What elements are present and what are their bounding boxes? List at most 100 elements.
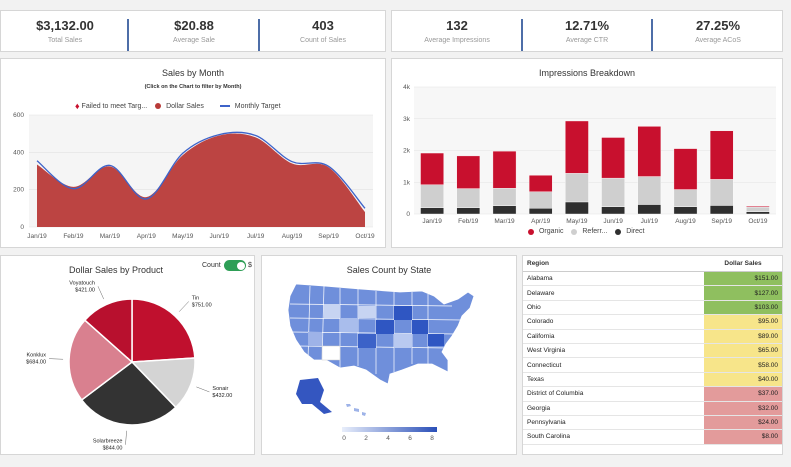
product-pie-chart[interactable]: Tin$751.00 Sonair$432.00 Solarbreeze$844.0… [1, 256, 256, 456]
pie-slice[interactable] [130, 357, 196, 409]
state-light[interactable] [324, 304, 340, 318]
x-tick-label: Jun/19 [603, 218, 623, 225]
bar-segment[interactable] [709, 179, 734, 206]
bar-segment[interactable] [420, 152, 444, 185]
pie-leader-line [196, 386, 210, 393]
table-row[interactable]: District of Columbia $37.00 [523, 386, 782, 402]
impressions-chart[interactable]: 0 1k 2k 3k 4k Jan/19 Feb/19 Mar/19 Apr/19 May/19 J… [392, 59, 784, 249]
bar-segment[interactable] [492, 150, 517, 189]
bar-segment[interactable] [601, 206, 625, 215]
state-light[interactable] [358, 306, 376, 318]
map-alaska[interactable] [296, 378, 332, 414]
region-header[interactable]: Region [523, 256, 704, 272]
table-row[interactable]: South Carolina $8.00 [523, 429, 782, 445]
bar-segment[interactable] [601, 137, 625, 179]
sales-by-month-panel[interactable]: Sales by Month (Click on the Chart to fi… [0, 58, 386, 248]
x-tick-label: Apr/19 [531, 218, 551, 225]
bar-segment[interactable] [528, 208, 553, 215]
bar-segment[interactable] [709, 205, 734, 215]
y-tick-label: 1k [403, 179, 411, 186]
state-dark[interactable] [412, 320, 428, 334]
sales-by-month-chart[interactable]: 0 200 400 600 Jan/19 Feb/19 Mar/19 Apr/19 May/19… [1, 59, 387, 249]
bar-segment[interactable] [637, 176, 662, 205]
pie-slice[interactable] [68, 319, 134, 401]
table-row[interactable]: West Virginia $65.00 [523, 343, 782, 359]
bar-segment[interactable] [673, 189, 698, 207]
chart-legend: Organic Referr... Direct [522, 228, 644, 235]
table-row[interactable]: Georgia $32.00 [523, 401, 782, 416]
state-dark[interactable] [428, 334, 444, 346]
dollar-sales-area[interactable] [37, 133, 365, 227]
table-row[interactable]: Pennsylvania $24.00 [523, 415, 782, 431]
map-hawaii[interactable] [346, 404, 366, 416]
bar-segment[interactable] [565, 201, 589, 215]
bar-segment[interactable] [746, 205, 770, 208]
legend-dollar-label[interactable]: Dollar Sales [166, 102, 204, 110]
region-cell: California [523, 329, 704, 344]
bar-segment[interactable] [492, 188, 517, 206]
state-dark[interactable] [358, 334, 376, 348]
legend-referral-label[interactable]: Referr... [582, 228, 608, 235]
pie-label-value: $751.00 [192, 302, 212, 308]
bar-segment[interactable] [746, 211, 770, 215]
bar-segment[interactable] [492, 205, 517, 215]
table-row[interactable]: Texas $40.00 [523, 372, 782, 388]
legend-target-label[interactable]: Monthly Target [234, 102, 281, 110]
kpi-divider [521, 19, 523, 51]
bar-segment[interactable] [637, 204, 662, 215]
count-dollar-toggle[interactable] [224, 260, 246, 271]
bar-segment[interactable] [565, 120, 589, 174]
legend-organic-label[interactable]: Organic [538, 228, 564, 235]
pie-slice[interactable] [80, 361, 177, 426]
x-tick-label: Feb/19 [458, 218, 479, 225]
bar-segment[interactable] [456, 207, 481, 215]
region-cell: West Virginia [523, 343, 704, 359]
bar-segment[interactable] [565, 173, 589, 203]
bar-segment[interactable] [601, 177, 625, 207]
x-tick-label: Aug/19 [282, 233, 303, 240]
bar-segment[interactable] [420, 184, 444, 208]
state-dark[interactable] [376, 320, 394, 334]
monthly-target-line[interactable] [36, 131, 366, 209]
bar-segment[interactable] [528, 191, 553, 209]
x-tick-label: Jan/19 [422, 218, 442, 225]
bar-segment[interactable] [673, 148, 698, 190]
bar-segment[interactable] [420, 207, 444, 215]
table-row[interactable]: Ohio $103.00 [523, 300, 782, 316]
bar-segment[interactable] [456, 155, 481, 189]
y-tick-label: 600 [13, 112, 24, 119]
table-header-row: Region Dollar Sales [523, 256, 782, 272]
state-no-data[interactable] [321, 345, 341, 361]
bar-segment[interactable] [746, 206, 770, 212]
state-dark[interactable] [394, 306, 412, 320]
scale-tick-label: 8 [430, 435, 434, 442]
state-light[interactable] [340, 318, 358, 332]
state-light[interactable] [308, 332, 322, 346]
pie-label-name: Solarbreeze [93, 439, 123, 445]
us-map[interactable]: 0 2 4 6 8 [262, 256, 518, 456]
pie-slice[interactable] [131, 298, 196, 363]
dollar-sales-header[interactable]: Dollar Sales [704, 256, 782, 272]
table-row[interactable]: Colorado $95.00 [523, 314, 782, 330]
scale-tick-label: 2 [364, 435, 368, 442]
bar-segment[interactable] [637, 126, 662, 177]
pie-slice[interactable] [83, 298, 133, 364]
table-row[interactable]: California $89.00 [523, 329, 782, 344]
legend-failed-label[interactable]: Failed to meet Targ... [81, 102, 148, 110]
bar-segment[interactable] [709, 130, 734, 180]
toggle-count-label: Count [202, 262, 221, 269]
pie-label-name: Konklux [26, 353, 46, 359]
table-row[interactable]: Connecticut $58.00 [523, 357, 782, 373]
bar-segment[interactable] [528, 175, 553, 192]
region-cell: Colorado [523, 314, 704, 330]
kpi-label: Count of Sales [300, 37, 346, 44]
state-light[interactable] [394, 334, 412, 348]
table-row[interactable]: Delaware $127.00 [523, 285, 782, 301]
kpi-value: 132 [446, 18, 468, 33]
bar-segment[interactable] [673, 206, 698, 215]
bar-segment[interactable] [456, 188, 481, 208]
legend-failed-marker: ♦ [75, 101, 80, 111]
table-row[interactable]: Alabama $151.00 [523, 271, 782, 287]
toggle-dollar-label: $ [248, 262, 252, 269]
legend-direct-label[interactable]: Direct [626, 228, 645, 235]
